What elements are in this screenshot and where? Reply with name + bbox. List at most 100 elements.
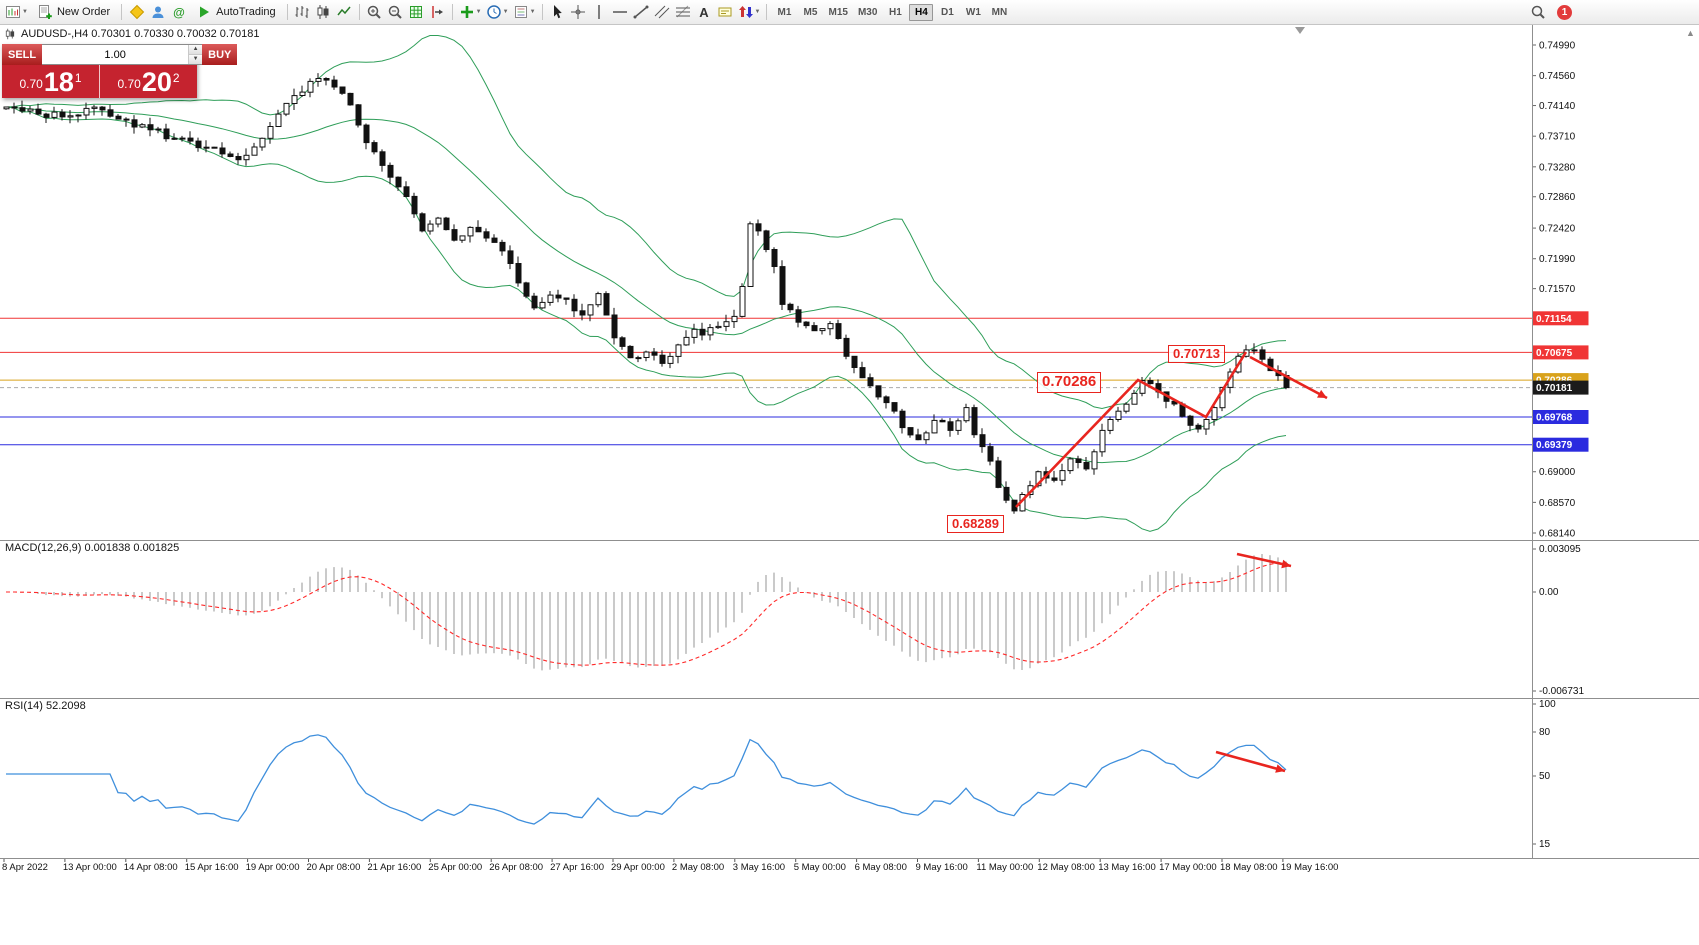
fibonacci-icon[interactable] xyxy=(673,2,694,22)
macd-header: MACD(12,26,9) 0.001838 0.001825 xyxy=(5,542,179,554)
svg-text:0.74990: 0.74990 xyxy=(1539,41,1576,52)
sell-price-base: 0.70 xyxy=(19,76,43,91)
svg-text:15 Apr 16:00: 15 Apr 16:00 xyxy=(185,862,239,873)
svg-text:0.70675: 0.70675 xyxy=(1536,348,1573,359)
svg-text:13 May 16:00: 13 May 16:00 xyxy=(1098,862,1156,873)
macd-signal-line xyxy=(6,562,1287,666)
cursor-icon[interactable] xyxy=(547,2,568,22)
horizontal-line-icon[interactable] xyxy=(610,2,631,22)
price-annotation-0.70713[interactable]: 0.70713 xyxy=(1168,345,1225,364)
timeframe-mn[interactable]: MN xyxy=(987,4,1011,21)
chart-bars-icon[interactable] xyxy=(292,2,313,22)
toolbar-separator xyxy=(121,4,123,20)
svg-text:0.71154: 0.71154 xyxy=(1536,314,1572,325)
timeframe-m30[interactable]: M30 xyxy=(854,4,881,21)
svg-text:26 Apr 08:00: 26 Apr 08:00 xyxy=(489,862,543,873)
vertical-line-icon[interactable] xyxy=(589,2,610,22)
scroll-up-button[interactable]: ▲ xyxy=(1686,28,1695,38)
ohlc-values: AUDUSD-,H4 0.70301 0.70330 0.70032 0.701… xyxy=(21,28,260,40)
community-icon[interactable]: @ xyxy=(168,2,189,22)
candles xyxy=(3,73,1290,514)
search-icon[interactable] xyxy=(1527,2,1548,22)
svg-text:-0.006731: -0.006731 xyxy=(1539,686,1584,697)
sell-price-big: 18 xyxy=(43,66,74,97)
periods-icon[interactable]: ▼ xyxy=(484,2,511,22)
chart-shift-icon[interactable] xyxy=(427,2,448,22)
panel-separator-rsi[interactable] xyxy=(0,698,1699,699)
svg-text:17 May 00:00: 17 May 00:00 xyxy=(1159,862,1217,873)
svg-text:19 May 16:00: 19 May 16:00 xyxy=(1281,862,1339,873)
equidistant-channel-icon[interactable] xyxy=(652,2,673,22)
arrows-icon[interactable]: ▼ xyxy=(736,2,763,22)
toolbar-separator xyxy=(451,4,453,20)
timeframe-m5[interactable]: M5 xyxy=(798,4,822,21)
zoom-out-icon[interactable] xyxy=(385,2,406,22)
new-order-button[interactable]: New Order xyxy=(30,2,117,22)
sell-price-button[interactable]: 0.70 18 1 xyxy=(2,65,99,98)
svg-text:80: 80 xyxy=(1539,727,1551,738)
svg-text:13 Apr 00:00: 13 Apr 00:00 xyxy=(63,862,117,873)
trend-annotations[interactable] xyxy=(1015,351,1328,773)
svg-text:5 May 00:00: 5 May 00:00 xyxy=(794,862,846,873)
trendline-icon[interactable] xyxy=(631,2,652,22)
indicators-icon[interactable]: ▼ xyxy=(457,2,484,22)
svg-text:0.69379: 0.69379 xyxy=(1536,440,1573,451)
svg-text:0.68140: 0.68140 xyxy=(1539,529,1576,540)
svg-text:0.74560: 0.74560 xyxy=(1539,71,1576,82)
svg-text:0.00: 0.00 xyxy=(1539,587,1559,598)
text-label-icon[interactable] xyxy=(715,2,736,22)
horizontal-level-lines xyxy=(0,317,1532,446)
price-axis-separator xyxy=(1532,25,1533,858)
zoom-in-icon[interactable] xyxy=(364,2,385,22)
chart-line-icon[interactable] xyxy=(334,2,355,22)
auto-scroll-icon[interactable] xyxy=(406,2,427,22)
timeframe-h1[interactable]: H1 xyxy=(883,4,907,21)
profile-icon[interactable] xyxy=(147,2,168,22)
toolbar-separator xyxy=(766,4,768,20)
time-axis[interactable] xyxy=(0,859,1532,877)
lot-size-box: ▲ ▼ xyxy=(42,44,203,65)
chart-candles-icon[interactable] xyxy=(313,2,334,22)
lot-increase-button[interactable]: ▲ xyxy=(189,45,203,54)
metaeditor-icon[interactable] xyxy=(126,2,147,22)
buy-price-button[interactable]: 0.70 20 2 xyxy=(99,65,197,98)
rsi-header: RSI(14) 52.2098 xyxy=(5,700,86,712)
text-icon[interactable]: A xyxy=(694,2,715,22)
timeframe-m15[interactable]: M15 xyxy=(824,4,851,21)
timeframe-m1[interactable]: M1 xyxy=(772,4,796,21)
price-axis[interactable] xyxy=(1533,25,1699,858)
macd-histogram xyxy=(13,554,1287,671)
buy-price-sup: 2 xyxy=(172,70,180,85)
buy-button[interactable]: BUY xyxy=(202,44,238,65)
svg-text:20 Apr 08:00: 20 Apr 08:00 xyxy=(307,862,361,873)
notification-badge[interactable]: 1 xyxy=(1557,4,1572,20)
chart-icon xyxy=(4,28,16,40)
svg-text:0.69768: 0.69768 xyxy=(1536,413,1573,424)
toolbar-separator xyxy=(541,4,543,20)
timeframe-h4[interactable]: H4 xyxy=(909,3,934,21)
price-annotation-0.70286[interactable]: 0.70286 xyxy=(1037,372,1102,393)
price-annotation-0.68289[interactable]: 0.68289 xyxy=(947,515,1004,534)
timeframe-w1[interactable]: W1 xyxy=(961,4,985,21)
price-axis-labels: 0.74990 0.74560 0.74140 0.73710 0.73280 0.728… xyxy=(1532,41,1589,850)
templates-icon[interactable]: ▼ xyxy=(511,2,538,22)
toolbar-separator xyxy=(286,4,288,20)
svg-text:3 May 16:00: 3 May 16:00 xyxy=(733,862,785,873)
svg-text:A: A xyxy=(699,5,709,20)
new-chart-icon[interactable]: ▼ xyxy=(3,2,30,22)
sell-button[interactable]: SELL xyxy=(2,44,43,65)
rsi-line xyxy=(6,734,1287,825)
timeframe-d1[interactable]: D1 xyxy=(935,4,959,21)
sell-price-sup: 1 xyxy=(74,70,82,85)
lot-decrease-button[interactable]: ▼ xyxy=(189,54,203,64)
svg-text:19 Apr 00:00: 19 Apr 00:00 xyxy=(246,862,300,873)
autotrading-button[interactable]: AutoTrading xyxy=(189,2,283,22)
panel-separator-macd[interactable] xyxy=(0,540,1699,541)
crosshair-icon[interactable] xyxy=(568,2,589,22)
lot-input[interactable] xyxy=(42,45,189,64)
svg-text:@: @ xyxy=(173,6,185,20)
rsi-label: RSI(14) 52.2098 xyxy=(5,700,86,712)
lot-spinner: ▲ ▼ xyxy=(188,45,203,64)
svg-text:21 Apr 16:00: 21 Apr 16:00 xyxy=(367,862,421,873)
